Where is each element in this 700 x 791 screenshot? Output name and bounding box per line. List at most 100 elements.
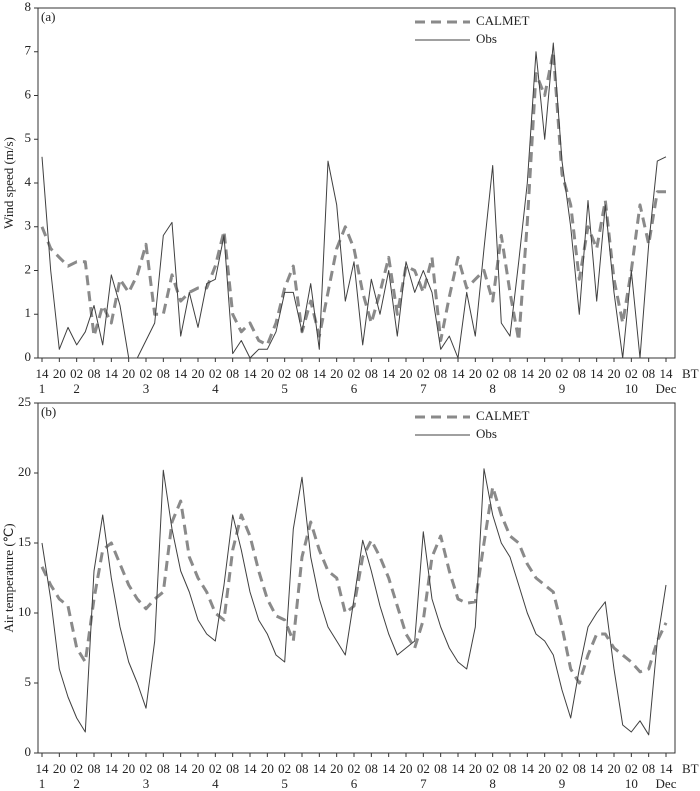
- x-tick-label: 20: [192, 761, 205, 776]
- day-label: 7: [420, 776, 427, 791]
- series-line: [40, 485, 668, 685]
- x-tick-label: 14: [174, 366, 188, 381]
- x-tick-label: 14: [313, 366, 327, 381]
- x-tick-label: 02: [417, 761, 430, 776]
- x-tick-label: 14: [105, 366, 119, 381]
- x-tick-label: 08: [226, 761, 239, 776]
- y-tick-label: 15: [18, 534, 31, 549]
- y-tick-label: 0: [25, 349, 32, 364]
- x-tick-label: 02: [556, 366, 569, 381]
- x-tick-label: 08: [504, 761, 517, 776]
- day-label: 9: [559, 381, 566, 396]
- y-tick-label: 20: [18, 464, 31, 479]
- x-tick-label: 02: [140, 761, 153, 776]
- x-tick-label: 14: [382, 366, 396, 381]
- x-tick-label: 14: [590, 761, 604, 776]
- y-tick-label: 2: [25, 261, 32, 276]
- panel-label: (b): [41, 404, 56, 419]
- legend-label: Obs: [476, 31, 497, 46]
- x-tick-label: 08: [642, 761, 655, 776]
- day-label: 1: [39, 381, 46, 396]
- x-tick-label: 20: [261, 761, 274, 776]
- x-tick-label: 08: [88, 761, 101, 776]
- x-tick-label: 20: [608, 366, 621, 381]
- x-tick-label: 20: [538, 366, 551, 381]
- x-tick-label: 20: [538, 761, 551, 776]
- x-tick-label: 02: [625, 761, 638, 776]
- plot-frame: [37, 402, 676, 754]
- x-tick-label: 02: [417, 366, 430, 381]
- x-tick-label: 02: [278, 761, 291, 776]
- x-tick-label: 14: [244, 761, 258, 776]
- x-tick-label: 08: [573, 761, 586, 776]
- x-tick-label: 08: [434, 366, 447, 381]
- x-tick-label: 08: [296, 366, 309, 381]
- x-tick-label: 14: [105, 761, 119, 776]
- x-tick-label: 20: [469, 366, 482, 381]
- x-tick-label: 14: [452, 366, 466, 381]
- y-tick-label: 10: [18, 604, 31, 619]
- series-line: [41, 42, 667, 359]
- plot-frame: [37, 7, 676, 359]
- x-tick-label: 20: [192, 366, 205, 381]
- series-line: [40, 50, 666, 347]
- x-tick-label: 08: [296, 761, 309, 776]
- legend-label: CALMET: [476, 408, 530, 423]
- day-label: 2: [73, 776, 80, 791]
- x-tick-label: 08: [365, 366, 378, 381]
- day-label: 7: [420, 381, 427, 396]
- day-label: 5: [281, 381, 288, 396]
- x-tick-label: 02: [556, 761, 569, 776]
- day-label: 4: [212, 381, 219, 396]
- x-tick-label: 02: [486, 366, 499, 381]
- y-tick-label: 8: [25, 0, 32, 14]
- x-tick-label: 08: [365, 761, 378, 776]
- day-label: 2: [73, 381, 80, 396]
- legend-label: Obs: [476, 426, 497, 441]
- x-tick-label: 02: [348, 366, 361, 381]
- x-tick-label: 20: [122, 761, 135, 776]
- x-tick-label: 20: [469, 761, 482, 776]
- day-label: 10: [625, 776, 638, 791]
- day-label: 1: [39, 776, 46, 791]
- x-tick-label: 14: [36, 761, 50, 776]
- x-tick-label: 20: [261, 366, 274, 381]
- day-label: 6: [351, 381, 358, 396]
- x-tick-label: 02: [486, 761, 499, 776]
- x-tick-label: 08: [434, 761, 447, 776]
- x-tick-label: 02: [209, 761, 222, 776]
- y-tick-label: 5: [25, 674, 32, 689]
- y-tick-label: 25: [18, 394, 31, 409]
- series-line: [41, 468, 667, 736]
- x-unit: BT: [682, 366, 699, 381]
- day-label: 8: [489, 381, 496, 396]
- x-unit: BT: [682, 761, 699, 776]
- x-tick-label: 20: [53, 366, 66, 381]
- x-tick-label: 02: [348, 761, 361, 776]
- day-label: 6: [351, 776, 358, 791]
- x-tick-label: 20: [53, 761, 66, 776]
- x-tick-label: 20: [122, 366, 135, 381]
- x-tick-label: 02: [70, 366, 83, 381]
- y-tick-label: 5: [25, 130, 32, 145]
- day-label: 5: [281, 776, 288, 791]
- x-tick-label: 14: [244, 366, 258, 381]
- x-tick-label: 20: [608, 761, 621, 776]
- y-tick-label: 1: [25, 305, 32, 320]
- x-tick-label: 08: [157, 366, 170, 381]
- day-label: 3: [143, 776, 150, 791]
- x-tick-label: 08: [88, 366, 101, 381]
- day-label: 4: [212, 776, 219, 791]
- y-tick-label: 3: [25, 218, 32, 233]
- y-tick-label: 4: [25, 174, 32, 189]
- panel-label: (a): [41, 9, 55, 24]
- x-tick-label: 14: [313, 761, 327, 776]
- y-tick-label: 0: [25, 744, 32, 759]
- x-tick-label: 14: [660, 366, 674, 381]
- x-tick-label: 14: [521, 761, 535, 776]
- x-tick-label: 20: [400, 761, 413, 776]
- x-tick-label: 02: [625, 366, 638, 381]
- x-tick-label: 08: [226, 366, 239, 381]
